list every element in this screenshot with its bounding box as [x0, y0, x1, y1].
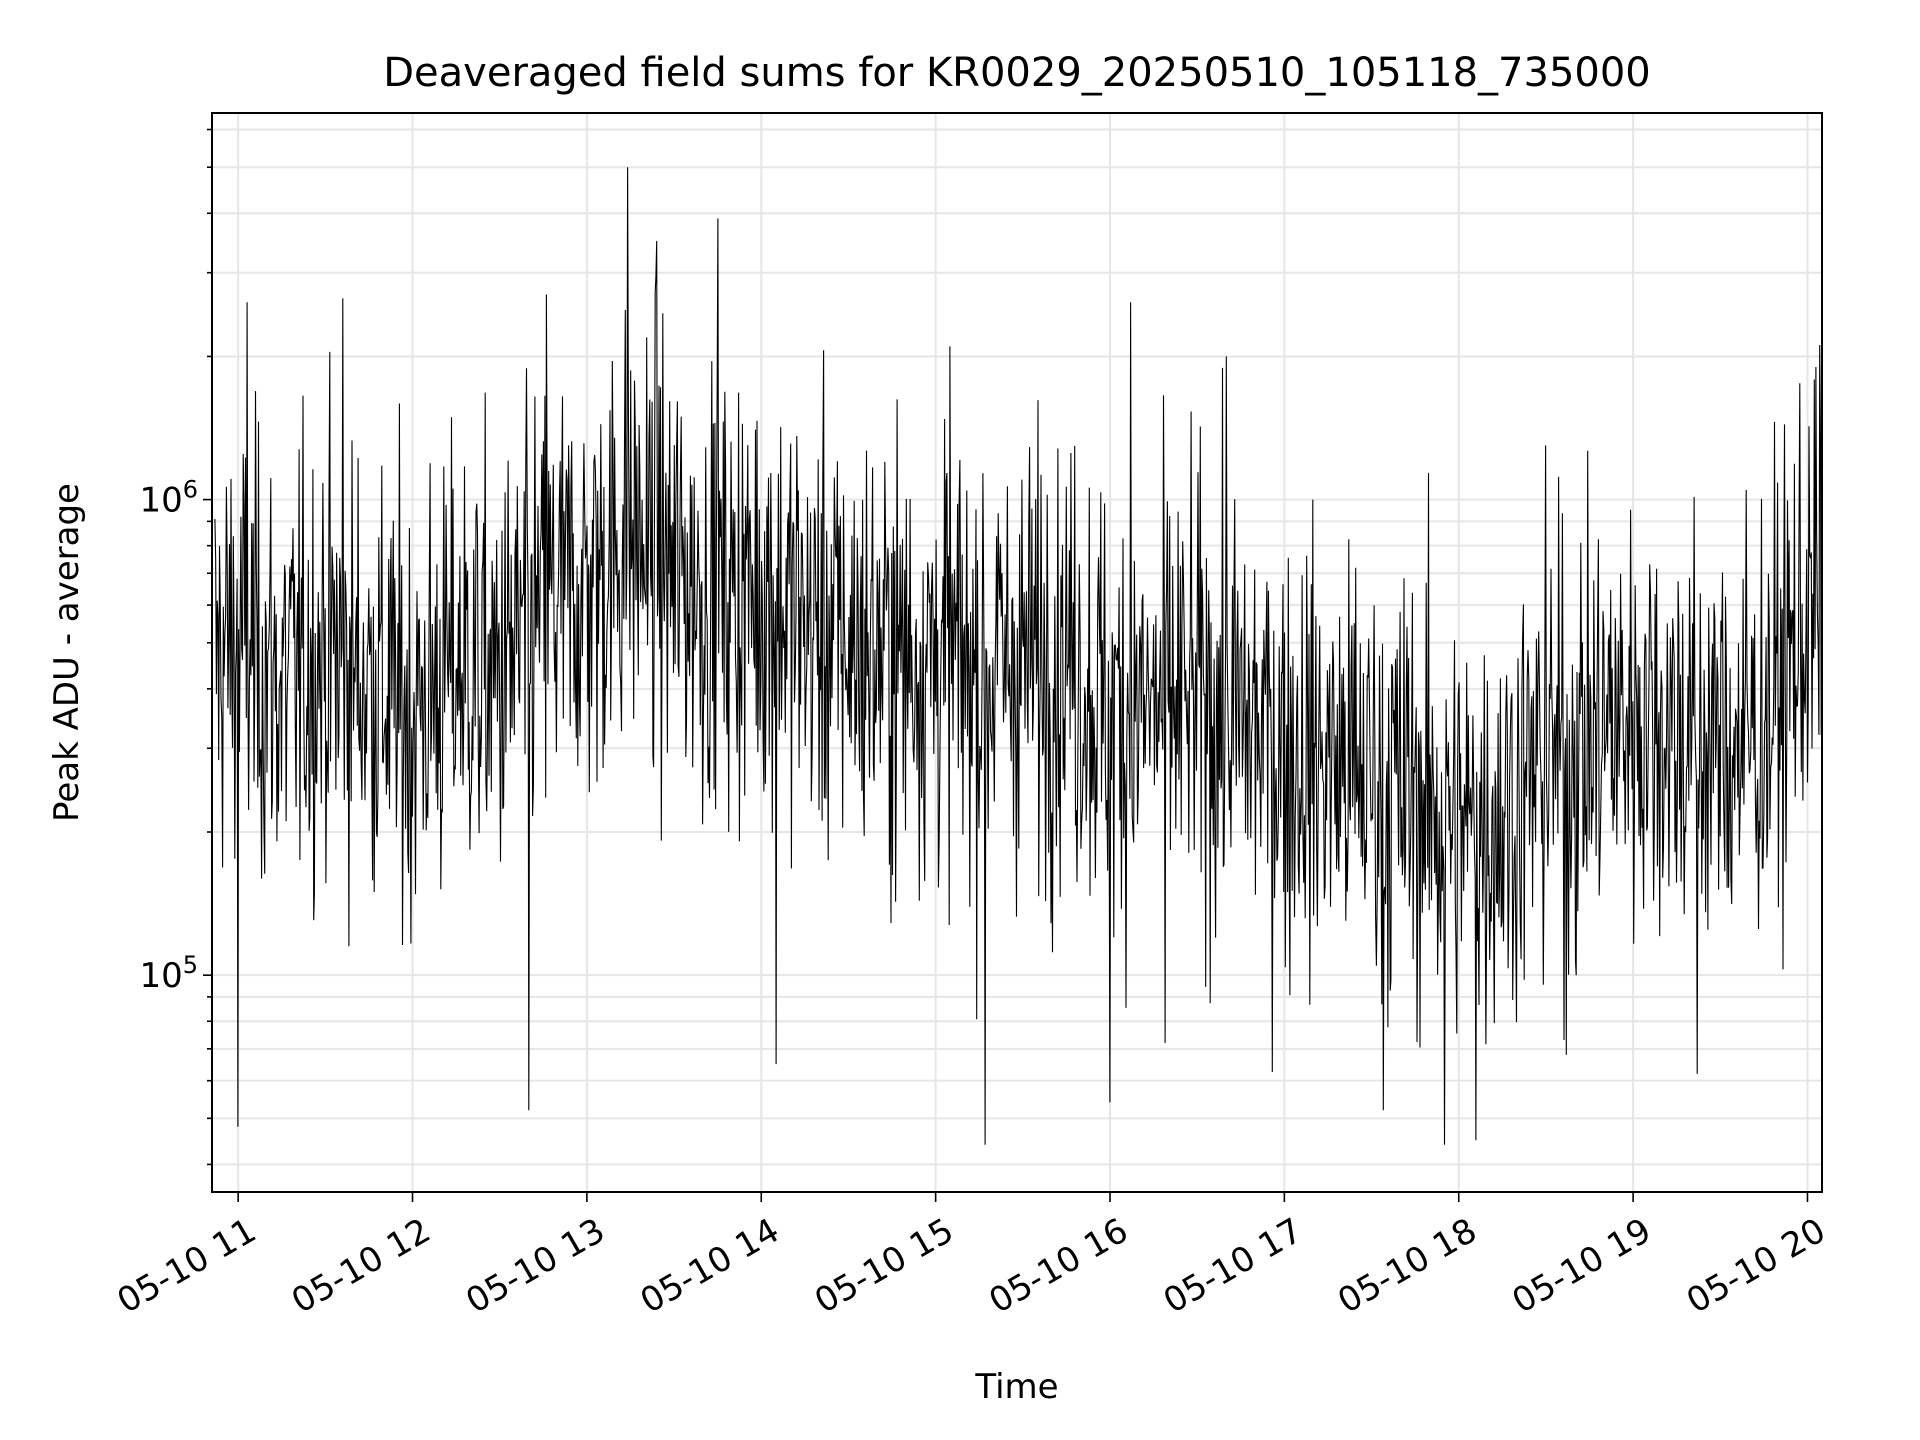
y-tick-exponent: 6 [183, 476, 198, 504]
y-tick-label: 106 [139, 476, 198, 521]
y-tick-exponent: 5 [183, 951, 198, 979]
y-tick-label: 105 [139, 951, 198, 996]
axes-frame [211, 112, 1823, 1193]
y-axis-label: Peak ADU - average [47, 483, 87, 822]
y-tick-base: 10 [139, 481, 182, 521]
series-line [214, 167, 1823, 1145]
y-tick-base: 10 [139, 956, 182, 996]
x-axis-label: Time [974, 1367, 1058, 1407]
plot-area [214, 167, 1823, 1145]
chart-title: Deaveraged field sums for KR0029_2025051… [383, 50, 1651, 96]
